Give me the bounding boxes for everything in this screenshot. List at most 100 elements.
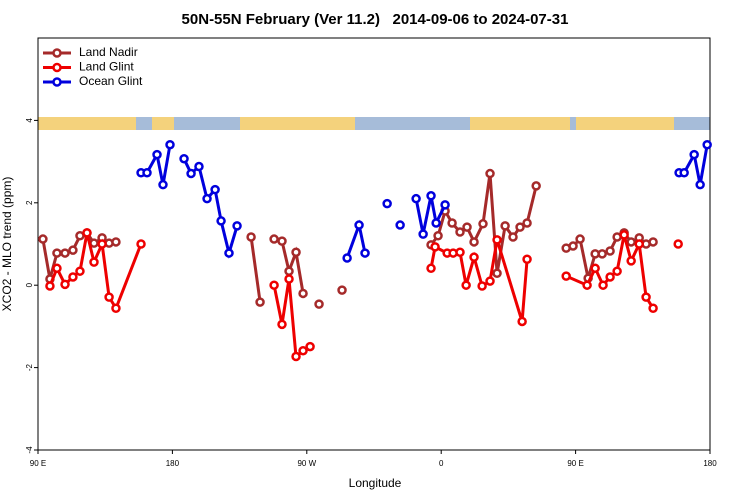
- data-point: [461, 280, 471, 290]
- data-point: [291, 351, 301, 362]
- data-point: [648, 237, 658, 247]
- legend-label: Ocean Glint: [79, 74, 143, 88]
- data-point: [111, 303, 121, 314]
- data-point: [246, 232, 256, 242]
- data-point: [382, 198, 392, 209]
- y-tick-label: -4: [25, 446, 34, 454]
- data-point: [111, 237, 121, 247]
- legend-marker: [52, 62, 62, 73]
- data-point: [433, 231, 443, 241]
- data-point: [82, 228, 92, 238]
- legend-marker: [52, 77, 62, 87]
- data-point: [430, 242, 440, 252]
- data-point: [515, 222, 525, 232]
- data-point: [626, 237, 636, 247]
- data-point: [500, 221, 510, 231]
- data-point: [152, 149, 162, 160]
- data-point: [360, 248, 370, 258]
- data-point: [702, 139, 712, 150]
- data-point: [418, 229, 428, 239]
- y-axis-label: XCO2 - MLO trend (ppm): [0, 177, 14, 312]
- data-point: [641, 292, 651, 302]
- x-tick-label: 90 E: [30, 459, 46, 468]
- data-point: [60, 248, 70, 258]
- y-tick-label: 0: [25, 282, 34, 287]
- data-point: [291, 247, 301, 257]
- data-point: [284, 266, 294, 276]
- data-point: [522, 254, 532, 264]
- data-point: [194, 161, 204, 172]
- data-point: [582, 280, 592, 290]
- data-point: [689, 149, 699, 160]
- data-point: [517, 316, 527, 327]
- data-point: [38, 234, 48, 244]
- data-point: [426, 191, 436, 201]
- data-point: [455, 227, 465, 237]
- data-point: [337, 285, 347, 295]
- data-point: [455, 247, 465, 257]
- data-point: [619, 230, 629, 240]
- data-point: [269, 234, 279, 244]
- data-point: [485, 168, 495, 179]
- y-tick-label: 4: [25, 118, 34, 123]
- data-point: [469, 252, 479, 262]
- legend-marker: [52, 48, 62, 58]
- x-tick-label: 0: [439, 459, 444, 468]
- data-point: [492, 235, 502, 245]
- x-tick-label: 90 W: [297, 459, 316, 468]
- data-point: [216, 216, 226, 226]
- data-point: [626, 256, 636, 266]
- data-point: [485, 276, 495, 286]
- data-point: [314, 299, 324, 309]
- data-point: [508, 232, 518, 242]
- data-point: [255, 297, 265, 307]
- data-point: [492, 268, 502, 279]
- data-point: [186, 168, 196, 179]
- data-point: [298, 345, 308, 356]
- data-point: [478, 219, 488, 229]
- data-point: [605, 272, 615, 282]
- legend-label: Land Nadir: [79, 45, 138, 59]
- chart-title: 50N-55N February (Ver 11.2) 2014-09-06 t…: [182, 11, 569, 28]
- data-point: [97, 239, 107, 249]
- data-point: [411, 193, 421, 204]
- y-tick-label: -2: [25, 363, 34, 371]
- data-point: [68, 245, 78, 255]
- data-point: [179, 153, 189, 164]
- data-point: [477, 281, 487, 291]
- data-point: [612, 266, 622, 276]
- data-point: [277, 319, 287, 330]
- map-strip: [38, 117, 710, 130]
- x-tick-label: 180: [166, 459, 180, 468]
- data-point: [165, 139, 175, 150]
- data-point: [104, 292, 114, 302]
- data-point: [45, 281, 55, 291]
- data-point: [598, 280, 608, 290]
- data-point: [575, 234, 585, 244]
- data-point: [52, 248, 62, 258]
- data-point: [305, 341, 315, 352]
- data-point: [469, 237, 479, 247]
- data-point: [605, 246, 615, 256]
- data-point: [522, 218, 532, 228]
- data-point: [431, 218, 441, 228]
- data-point: [634, 239, 644, 249]
- plot-frame: [37, 37, 711, 451]
- data-point: [136, 239, 146, 249]
- data-point: [648, 303, 658, 314]
- data-point: [440, 200, 450, 210]
- data-point: [210, 184, 220, 195]
- data-point: [224, 248, 234, 258]
- data-point: [531, 181, 541, 191]
- data-point: [342, 253, 352, 263]
- data-point: [277, 236, 287, 246]
- data-point: [89, 257, 99, 267]
- data-point: [695, 179, 705, 190]
- data-point: [426, 263, 436, 274]
- data-point: [202, 193, 212, 204]
- data-point: [354, 220, 364, 230]
- y-tick-label: 2: [25, 200, 34, 205]
- data-point: [568, 241, 578, 251]
- data-point: [447, 218, 457, 228]
